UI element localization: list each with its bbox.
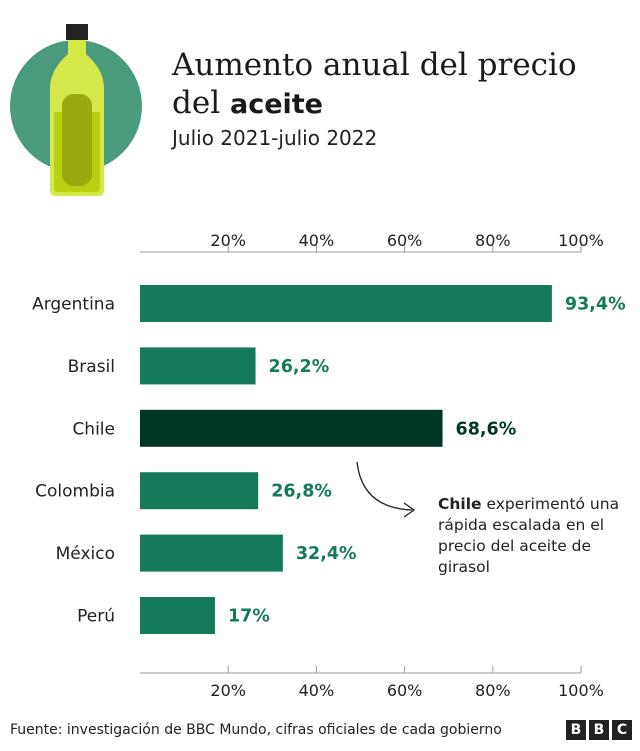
top-tick-label: 80% (475, 231, 511, 250)
title-line2-bold: aceite (229, 89, 323, 120)
top-tick-label: 20% (210, 231, 246, 250)
bar (140, 409, 443, 447)
data-label: 32,4% (296, 544, 357, 564)
chart-subtitle: Julio 2021-julio 2022 (172, 126, 378, 150)
title-line2-prefix: del (172, 85, 230, 121)
bbc-logo-letter: B (589, 720, 609, 740)
top-tick-label: 60% (387, 231, 423, 250)
bottom-tick-label: 40% (299, 681, 335, 700)
category-label: Colombia (35, 482, 115, 502)
bottom-tick-label: 20% (210, 681, 246, 700)
bottle-cap (66, 24, 88, 40)
bar (140, 285, 552, 322)
category-label: Perú (77, 607, 115, 627)
category-label: Brasil (68, 357, 115, 377)
chart-title: Aumento anual del precio del aceite (172, 46, 577, 124)
olive-oil-bottle-icon (10, 24, 142, 196)
annotation-text: experimentó una rápida escalada en el pr… (438, 495, 620, 576)
bar (140, 472, 259, 510)
bbc-logo-letter: C (612, 720, 632, 740)
data-label: 17% (228, 607, 270, 627)
bottom-tick-label: 100% (558, 681, 604, 700)
annotation-arrowhead (403, 502, 416, 518)
bottom-tick-label: 60% (387, 681, 423, 700)
chile-annotation: Chile experimentó una rápida escalada en… (438, 494, 638, 578)
annotation-bold: Chile (438, 495, 482, 513)
category-label: Argentina (32, 295, 115, 315)
top-tick-label: 100% (558, 231, 604, 250)
annotation-arrow (356, 461, 413, 511)
data-label: 68,6% (456, 419, 517, 439)
bbc-logo: B B C (566, 720, 632, 740)
data-label: 26,8% (271, 482, 332, 502)
bbc-logo-letter: B (566, 720, 586, 740)
top-tick-label: 40% (299, 231, 335, 250)
bottom-tick-label: 80% (475, 681, 511, 700)
category-label: Chile (72, 419, 115, 439)
bar (140, 347, 256, 385)
data-label: 26,2% (269, 357, 330, 377)
source-note: Fuente: investigación de BBC Mundo, cifr… (10, 722, 502, 738)
bar (140, 534, 283, 572)
data-label: 93,4% (565, 295, 626, 315)
bar (140, 597, 215, 634)
title-line1: Aumento anual del precio (172, 47, 577, 83)
bottle-label (62, 94, 92, 186)
category-label: México (56, 544, 115, 564)
